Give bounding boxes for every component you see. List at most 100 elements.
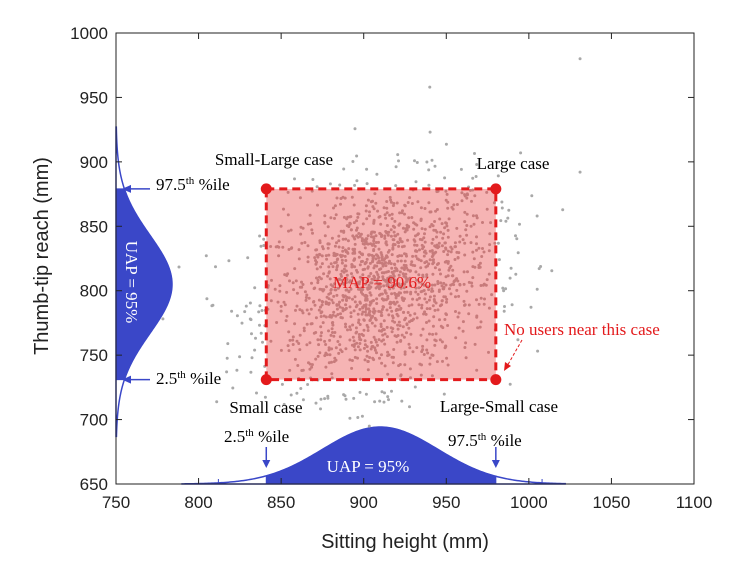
scatter-point bbox=[410, 303, 414, 307]
scatter-point bbox=[389, 234, 393, 238]
scatter-point bbox=[296, 364, 300, 367]
scatter-point bbox=[442, 232, 446, 236]
scatter-point bbox=[359, 232, 363, 236]
scatter-point bbox=[285, 290, 289, 294]
scatter-point bbox=[294, 279, 298, 283]
scatter-point bbox=[471, 188, 475, 192]
scatter-point bbox=[474, 175, 478, 178]
scatter-point bbox=[331, 331, 334, 334]
scatter-point bbox=[373, 348, 377, 352]
scatter-point bbox=[340, 278, 344, 282]
scatter-point bbox=[385, 200, 389, 203]
scatter-point bbox=[407, 304, 411, 308]
scatter-point bbox=[411, 263, 415, 267]
scatter-point bbox=[281, 245, 285, 249]
scatter-point bbox=[389, 262, 393, 266]
scatter-point bbox=[444, 247, 448, 251]
scatter-point bbox=[409, 269, 412, 273]
x-tick-label: 950 bbox=[432, 493, 460, 512]
scatter-point bbox=[467, 280, 471, 284]
scatter-point bbox=[417, 280, 421, 284]
scatter-point bbox=[496, 174, 500, 178]
map-box-border bbox=[264, 187, 498, 382]
scatter-point bbox=[301, 283, 305, 286]
scatter-point bbox=[423, 297, 427, 301]
scatter-point bbox=[377, 309, 381, 313]
scatter-point bbox=[397, 304, 401, 308]
scatter-point bbox=[386, 395, 390, 399]
scatter-point bbox=[435, 230, 439, 234]
scatter-point bbox=[258, 234, 262, 238]
scatter-point bbox=[330, 236, 334, 240]
scatter-point bbox=[422, 236, 426, 240]
scatter-point bbox=[411, 350, 415, 354]
scatter-point bbox=[353, 355, 357, 359]
scatter-point bbox=[346, 239, 350, 243]
scatter-point bbox=[386, 233, 390, 237]
scatter-point bbox=[374, 234, 378, 238]
scatter-point bbox=[381, 333, 385, 337]
scatter-point bbox=[375, 270, 379, 274]
y-tick-label: 900 bbox=[80, 153, 108, 172]
scatter-point bbox=[398, 270, 402, 274]
scatter-point bbox=[439, 281, 443, 285]
scatter-point bbox=[376, 277, 380, 281]
scatter-point bbox=[440, 303, 444, 307]
scatter-point bbox=[463, 241, 467, 245]
scatter-point bbox=[333, 244, 337, 248]
scatter-point bbox=[410, 216, 414, 219]
scatter-point bbox=[427, 168, 431, 172]
x-tick-label: 750 bbox=[102, 493, 130, 512]
scatter-point bbox=[350, 343, 354, 347]
scatter-point bbox=[481, 283, 485, 287]
scatter-point bbox=[355, 341, 359, 345]
scatter-point bbox=[295, 339, 299, 343]
scatter-point bbox=[351, 275, 355, 279]
scatter-point bbox=[402, 310, 405, 314]
scatter-point bbox=[350, 359, 354, 362]
scatter-point bbox=[294, 308, 297, 312]
scatter-point bbox=[397, 159, 400, 163]
scatter-point bbox=[327, 329, 330, 333]
scatter-point bbox=[372, 335, 376, 339]
scatter-point bbox=[395, 340, 399, 344]
scatter-point bbox=[357, 255, 361, 259]
scatter-point bbox=[431, 224, 435, 228]
scatter-point bbox=[424, 312, 428, 316]
scatter-point bbox=[385, 270, 388, 274]
x-p97-label: 97.5th %ile bbox=[448, 431, 522, 450]
scatter-point bbox=[306, 260, 310, 264]
scatter-point bbox=[341, 237, 345, 241]
scatter-point bbox=[462, 299, 466, 303]
scatter-point bbox=[280, 382, 284, 386]
scatter-point bbox=[408, 405, 411, 409]
scatter-point bbox=[446, 228, 450, 232]
scatter-point bbox=[352, 221, 356, 225]
scatter-point bbox=[337, 234, 341, 238]
scatter-point bbox=[327, 348, 331, 352]
scatter-point bbox=[431, 251, 435, 255]
scatter-point bbox=[427, 262, 431, 266]
scatter-point bbox=[519, 151, 523, 155]
scatter-point bbox=[446, 261, 450, 265]
scatter-point bbox=[423, 310, 427, 314]
x-p2-label: 2.5th %ile bbox=[224, 427, 289, 446]
y-tick-label: 800 bbox=[80, 282, 108, 301]
scatter-point bbox=[454, 295, 457, 299]
scatter-point bbox=[352, 396, 356, 400]
scatter-point bbox=[389, 277, 393, 281]
scatter-point bbox=[329, 216, 333, 220]
scatter-point bbox=[431, 304, 435, 308]
plot-frame bbox=[115, 32, 695, 485]
scatter-point bbox=[339, 253, 342, 257]
scatter-point bbox=[382, 206, 386, 210]
scatter-point bbox=[277, 254, 281, 258]
scatter-point bbox=[355, 228, 358, 232]
scatter-point bbox=[441, 236, 445, 240]
scatter-point bbox=[307, 361, 310, 365]
scatter-point bbox=[345, 295, 349, 299]
scatter-point bbox=[457, 326, 461, 330]
scatter-point bbox=[355, 219, 359, 223]
scatter-point bbox=[298, 333, 302, 337]
